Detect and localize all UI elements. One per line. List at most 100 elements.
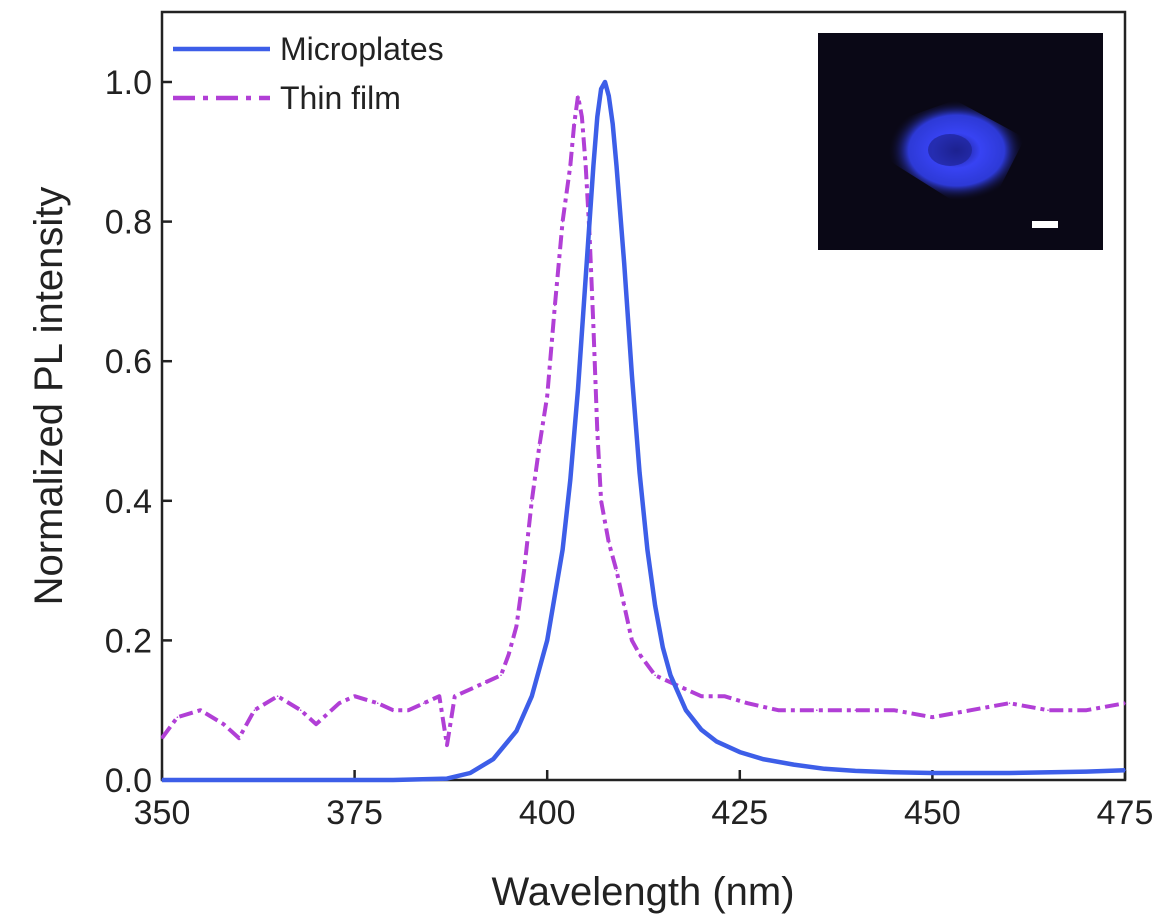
data-point-thin-film bbox=[438, 695, 441, 697]
plot-frame bbox=[160, 10, 1127, 782]
x-tick-label: 425 bbox=[711, 794, 768, 832]
data-point-thin-film bbox=[893, 709, 895, 711]
x-tick-label: 350 bbox=[134, 794, 191, 832]
data-point-microplates bbox=[1124, 769, 1126, 771]
x-tick-label: 400 bbox=[519, 794, 576, 832]
data-point-thin-film bbox=[454, 695, 456, 697]
data-point-microplates bbox=[392, 779, 394, 781]
data-point-microplates bbox=[546, 639, 548, 642]
data-point-microplates bbox=[600, 88, 602, 90]
data-point-thin-film bbox=[723, 695, 726, 697]
data-point-microplates bbox=[561, 548, 564, 551]
data-point-thin-film bbox=[669, 681, 672, 684]
data-point-thin-film bbox=[592, 325, 595, 328]
y-tick-label: 1.0 bbox=[105, 64, 152, 102]
data-point-thin-film bbox=[854, 709, 857, 711]
data-point-microplates bbox=[669, 674, 672, 677]
data-point-microplates bbox=[577, 388, 579, 390]
data-point-thin-film bbox=[600, 500, 602, 502]
data-point-microplates bbox=[615, 165, 618, 167]
data-point-microplates bbox=[446, 777, 448, 780]
data-point-microplates bbox=[631, 374, 633, 377]
data-point-thin-film bbox=[1124, 702, 1126, 704]
data-point-thin-film bbox=[392, 709, 394, 711]
data-point-thin-film bbox=[596, 430, 599, 432]
y-tick-label: 0.2 bbox=[105, 622, 152, 660]
data-point-thin-film bbox=[222, 723, 225, 725]
data-point-thin-film bbox=[700, 695, 703, 697]
data-point-thin-film bbox=[631, 639, 633, 642]
data-point-thin-film bbox=[500, 674, 502, 677]
data-point-thin-film bbox=[161, 737, 163, 739]
data-point-microplates bbox=[584, 276, 587, 279]
data-point-microplates bbox=[685, 709, 687, 711]
data-point-microplates bbox=[739, 751, 741, 753]
data-point-thin-film bbox=[1008, 702, 1011, 704]
axis-ticks: 350 375 400 425 450 475 0.0 0.2 0.4 0.6 0.8 1.0 bbox=[105, 64, 1154, 832]
data-point-thin-film bbox=[569, 165, 572, 167]
data-point-microplates bbox=[654, 604, 656, 607]
data-point-microplates bbox=[161, 779, 163, 781]
legend-label-microplates: Microplates bbox=[280, 31, 444, 67]
data-point-thin-film bbox=[353, 695, 356, 697]
data-point-thin-film bbox=[608, 541, 610, 544]
data-point-microplates bbox=[662, 646, 664, 649]
data-point-thin-film bbox=[376, 702, 379, 704]
data-point-thin-film bbox=[199, 709, 202, 711]
x-axis-title: Wavelength (nm) bbox=[491, 870, 794, 914]
data-point-microplates bbox=[792, 763, 795, 766]
data-point-thin-film bbox=[931, 716, 934, 718]
data-point-microplates bbox=[596, 116, 599, 118]
data-point-thin-film bbox=[746, 702, 749, 704]
data-point-thin-film bbox=[816, 709, 818, 711]
y-tick-label: 0.0 bbox=[105, 762, 152, 800]
y-tick-label: 0.4 bbox=[105, 483, 152, 521]
data-point-thin-film bbox=[238, 737, 240, 739]
data-point-thin-film bbox=[176, 716, 179, 718]
data-point-thin-film bbox=[685, 688, 687, 691]
y-tick-label: 0.6 bbox=[105, 343, 152, 381]
data-point-thin-film bbox=[407, 709, 410, 711]
x-tick-label: 475 bbox=[1097, 794, 1154, 832]
data-point-thin-film bbox=[573, 123, 575, 125]
data-point-thin-film bbox=[1047, 709, 1049, 711]
data-point-thin-film bbox=[299, 709, 302, 711]
data-point-thin-film bbox=[581, 116, 583, 118]
data-point-microplates bbox=[823, 768, 826, 770]
data-point-thin-film bbox=[469, 688, 472, 691]
data-point-thin-film bbox=[523, 569, 525, 572]
inset-microplate-center bbox=[928, 134, 972, 166]
data-point-microplates bbox=[893, 771, 895, 774]
data-point-microplates bbox=[854, 770, 857, 772]
series-line-thin-film bbox=[160, 94, 1126, 748]
data-point-thin-film bbox=[554, 304, 556, 307]
y-tick-label: 0.8 bbox=[105, 204, 152, 242]
data-point-microplates bbox=[646, 548, 649, 551]
data-point-microplates bbox=[592, 165, 595, 167]
data-point-microplates bbox=[638, 472, 641, 474]
data-point-thin-film bbox=[561, 220, 564, 223]
legend-label-thin-film: Thin film bbox=[280, 80, 401, 116]
data-point-thin-film bbox=[507, 653, 510, 656]
data-point-microplates bbox=[492, 758, 495, 760]
data-point-microplates bbox=[1008, 772, 1011, 774]
legend: Microplates Thin film bbox=[173, 31, 444, 116]
data-point-microplates bbox=[700, 728, 703, 731]
data-point-microplates bbox=[604, 81, 606, 83]
inset-image bbox=[818, 33, 1103, 250]
data-point-thin-film bbox=[253, 709, 256, 711]
data-point-thin-film bbox=[584, 165, 587, 167]
data-point-thin-film bbox=[970, 709, 972, 711]
data-point-thin-film bbox=[577, 95, 579, 97]
y-axis-title: Normalized PL intensity bbox=[27, 187, 71, 606]
data-point-thin-film bbox=[615, 569, 618, 572]
data-point-thin-film bbox=[338, 702, 341, 704]
inset-scale-bar bbox=[1032, 221, 1058, 228]
data-point-thin-film bbox=[623, 604, 625, 607]
x-tick-label: 450 bbox=[904, 794, 961, 832]
data-point-thin-film bbox=[638, 653, 641, 656]
data-point-microplates bbox=[1085, 770, 1088, 773]
data-point-thin-film bbox=[446, 744, 448, 746]
series-layer bbox=[160, 79, 1126, 783]
